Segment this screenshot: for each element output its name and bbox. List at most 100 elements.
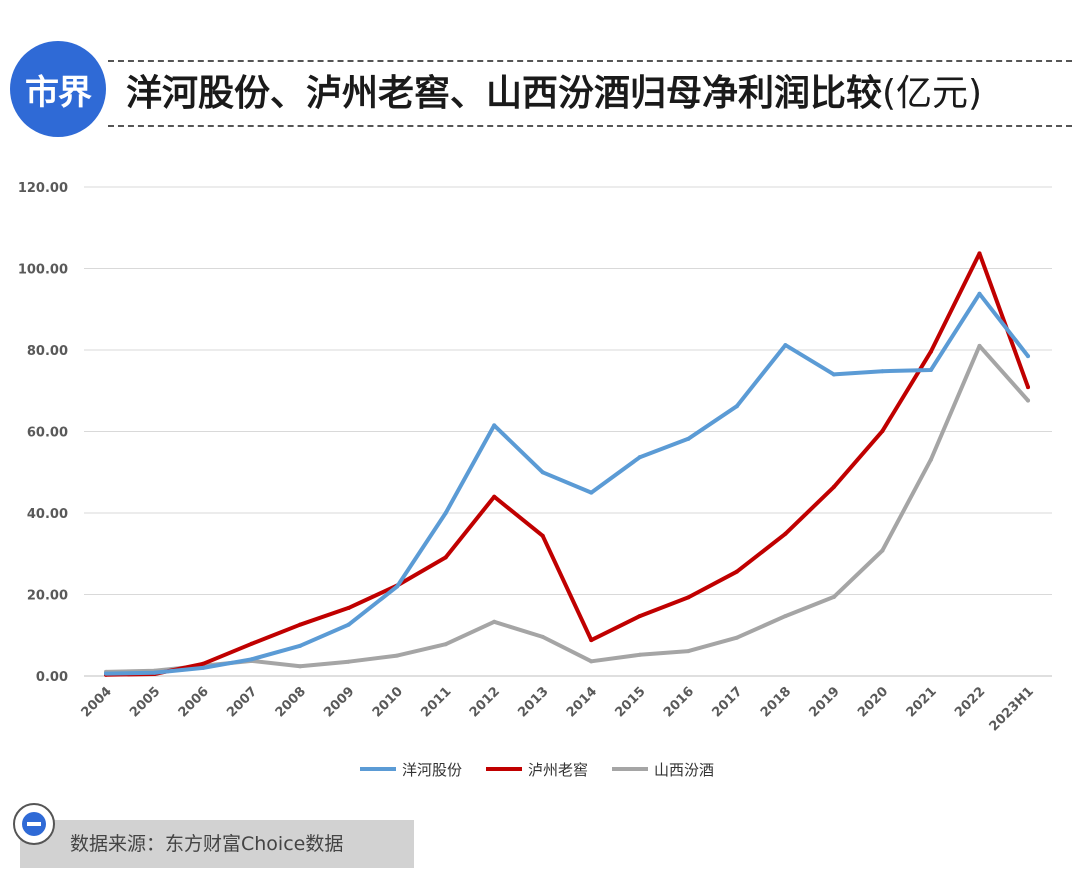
y-tick-label: 20.00 [27, 589, 68, 604]
x-tick-label: 2007 [224, 684, 260, 720]
title-divider-top [108, 60, 1072, 62]
data-source-note: 数据来源：东方财富Choice数据 [20, 820, 414, 868]
data-point-fenjiu [928, 457, 933, 462]
data-point-yanghe [201, 665, 206, 670]
data-point-yanghe [783, 343, 788, 348]
net-profit-line-chart: 0.00 20.00 40.00 60.00 80.00 100.00 120.00 200… [18, 181, 1052, 735]
data-point-yanghe [880, 369, 885, 374]
y-tick-label: 80.00 [27, 344, 68, 359]
data-point-fenjiu [346, 659, 351, 664]
data-point-luzhou [298, 622, 303, 627]
y-tick-label: 120.00 [18, 181, 68, 196]
data-point-yanghe [589, 490, 594, 495]
chart-grid [84, 186, 1052, 677]
x-tick-label: 2011 [418, 684, 454, 720]
x-tick-label: 2016 [661, 684, 697, 720]
legend-label-fenjiu: 山西汾酒 [654, 760, 715, 779]
data-point-yanghe [540, 470, 545, 475]
series-line-luzhou [104, 251, 1030, 677]
data-point-fenjiu [443, 642, 448, 647]
x-tick-label: 2006 [176, 684, 212, 720]
x-tick-label: 2013 [515, 684, 551, 720]
data-point-luzhou [637, 614, 642, 619]
data-point-luzhou [540, 533, 545, 538]
x-tick-label: 2012 [467, 684, 503, 720]
x-axis-ticks: 2004 2005 2006 2007 2008 2009 2010 2011 2012 2013… [79, 684, 1037, 734]
x-tick-label: 2004 [79, 684, 115, 720]
data-point-fenjiu [734, 635, 739, 640]
data-point-fenjiu [880, 548, 885, 553]
data-point-luzhou [589, 638, 594, 643]
chart-legend: 洋河股份 泸州老窖 山西汾酒 [360, 758, 738, 780]
title-main: 洋河股份、泸州老窖、山西汾酒归母净利润比较 [126, 73, 883, 114]
data-point-luzhou [831, 484, 836, 489]
legend-swatch-yanghe [360, 767, 396, 771]
data-point-luzhou [880, 429, 885, 434]
x-tick-label: 2020 [855, 684, 891, 720]
data-point-yanghe [443, 511, 448, 515]
legend-item-luzhou: 泸州老窖 [486, 759, 588, 780]
x-tick-label: 2021 [904, 684, 940, 720]
y-axis-ticks: 0.00 20.00 40.00 60.00 80.00 100.00 120.00 [18, 181, 68, 685]
data-point-fenjiu [977, 343, 982, 348]
data-point-yanghe [298, 643, 303, 648]
data-point-luzhou [928, 349, 933, 354]
data-point-yanghe [346, 622, 351, 627]
y-tick-label: 60.00 [27, 426, 68, 441]
x-tick-label: 2008 [273, 684, 309, 720]
data-point-fenjiu [686, 649, 691, 654]
data-point-yanghe [734, 404, 739, 409]
data-point-fenjiu [831, 594, 836, 599]
data-point-fenjiu [1026, 398, 1030, 403]
data-point-yanghe [1026, 354, 1030, 359]
legend-item-yanghe: 洋河股份 [360, 759, 462, 780]
legend-swatch-luzhou [486, 767, 523, 771]
x-tick-label: 2009 [321, 684, 357, 720]
title-divider-bottom [108, 125, 1072, 127]
data-point-fenjiu [540, 634, 545, 639]
x-tick-label: 2022 [952, 684, 988, 720]
data-point-luzhou [346, 605, 351, 610]
data-point-fenjiu [395, 653, 400, 658]
page-title: 洋河股份、泸州老窖、山西汾酒归母净利润比较(亿元) [126, 69, 982, 119]
legend-swatch-fenjiu [612, 767, 649, 771]
x-tick-label: 2014 [564, 684, 600, 720]
data-point-luzhou [1026, 385, 1030, 390]
title-unit: (亿元) [882, 73, 983, 114]
chart-series [104, 251, 1030, 677]
data-point-fenjiu [298, 664, 303, 669]
data-point-fenjiu [492, 619, 497, 624]
legend-label-luzhou: 泸州老窖 [528, 760, 589, 779]
x-tick-label: 2010 [370, 684, 406, 720]
minus-circle-icon [13, 803, 55, 845]
x-tick-label: 2019 [807, 684, 843, 720]
series-line-fenjiu [104, 343, 1030, 674]
data-point-luzhou [783, 531, 788, 536]
data-point-yanghe [686, 436, 691, 441]
data-point-fenjiu [589, 659, 594, 664]
data-point-luzhou [977, 251, 982, 256]
data-point-luzhou [249, 641, 254, 646]
brand-badge: 市界 [10, 41, 106, 137]
data-point-yanghe [637, 455, 642, 460]
x-tick-label: 2023H1 [987, 684, 1037, 734]
data-point-luzhou [201, 661, 206, 666]
data-point-yanghe [152, 670, 157, 675]
data-point-luzhou [686, 595, 691, 600]
data-point-luzhou [443, 555, 448, 560]
y-tick-label: 0.00 [36, 670, 68, 685]
x-tick-label: 2018 [758, 684, 794, 720]
data-point-yanghe [492, 423, 497, 428]
x-tick-label: 2017 [709, 684, 745, 720]
data-point-yanghe [104, 671, 108, 676]
data-point-yanghe [831, 372, 836, 377]
data-point-luzhou [734, 569, 739, 574]
x-tick-label: 2005 [127, 684, 163, 720]
x-tick-label: 2015 [612, 684, 648, 720]
series-line-yanghe [104, 291, 1030, 676]
data-point-yanghe [928, 367, 933, 372]
legend-item-fenjiu: 山西汾酒 [612, 759, 714, 780]
data-point-fenjiu [783, 614, 788, 619]
data-point-yanghe [395, 584, 400, 589]
data-point-yanghe [249, 657, 254, 662]
